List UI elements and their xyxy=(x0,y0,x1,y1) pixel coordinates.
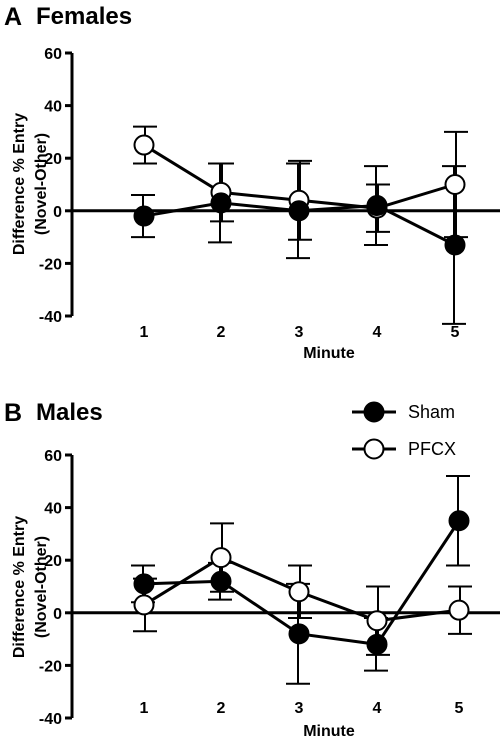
x-tick-label: 4 xyxy=(373,700,382,717)
data-point-pfcx xyxy=(444,174,466,195)
data-point-sham xyxy=(210,192,232,214)
data-point-pfcx xyxy=(448,599,470,621)
x-tick-label: 3 xyxy=(295,700,304,717)
data-point-pfcx xyxy=(133,594,155,616)
legend: Sham PFCX xyxy=(352,401,456,460)
data-point-sham xyxy=(448,510,470,532)
panel-letter: A xyxy=(4,3,22,31)
data-point-sham xyxy=(288,200,310,222)
y-axis-title-line1: Difference % Entry xyxy=(11,516,28,658)
y-axis-title-line2: (Novel-Other) xyxy=(33,133,50,235)
data-point-sham xyxy=(133,205,155,227)
y-axis-title-line2: (Novel-Other) xyxy=(33,536,50,638)
data-point-sham xyxy=(366,195,388,217)
data-point-pfcx xyxy=(366,610,388,632)
legend-label-pfcx: PFCX xyxy=(408,439,456,459)
y-axis-title-line1: Difference % Entry xyxy=(11,113,28,255)
data-point-sham xyxy=(133,573,155,595)
data-point-sham xyxy=(444,234,466,256)
legend-marker-sham xyxy=(363,401,385,423)
x-axis-title: Minute xyxy=(303,723,355,739)
data-point-pfcx xyxy=(210,547,232,569)
x-tick-label: 1 xyxy=(140,700,149,717)
panel-letter: B xyxy=(4,399,22,427)
data-point-sham xyxy=(366,633,388,655)
data-point-pfcx xyxy=(288,581,310,603)
data-point-sham xyxy=(210,570,232,592)
panel-title: Females xyxy=(36,3,132,30)
y-tick-label: 40 xyxy=(44,501,62,518)
x-tick-label: 4 xyxy=(373,324,382,341)
y-tick-label: 60 xyxy=(44,448,62,465)
y-tick-label: 40 xyxy=(44,99,62,116)
y-tick-label: 20 xyxy=(44,553,62,570)
data-point-sham xyxy=(288,623,310,645)
panel-a: A Females Minute Difference % Entry (Nov… xyxy=(4,3,500,362)
legend-label-sham: Sham xyxy=(408,402,455,422)
y-tick-label: 60 xyxy=(44,46,62,63)
y-tick-label: -40 xyxy=(39,711,62,728)
x-tick-label: 2 xyxy=(217,700,226,717)
x-tick-label: 5 xyxy=(451,324,460,341)
panel-b: B Males Minute Difference % Entry (Novel… xyxy=(4,399,500,739)
y-tick-label: -40 xyxy=(39,309,62,326)
data-point-pfcx xyxy=(133,134,155,156)
panel-title: Males xyxy=(36,399,103,426)
y-tick-label: 0 xyxy=(53,204,62,221)
x-tick-label: 2 xyxy=(217,324,226,341)
x-tick-label: 5 xyxy=(455,700,464,717)
x-tick-label: 1 xyxy=(140,324,149,341)
y-tick-label: 0 xyxy=(53,606,62,623)
y-tick-label: -20 xyxy=(39,256,62,273)
y-tick-label: 20 xyxy=(44,151,62,168)
x-axis-title: Minute xyxy=(303,345,355,362)
y-tick-label: -20 xyxy=(39,658,62,675)
x-tick-label: 3 xyxy=(295,324,304,341)
legend-marker-pfcx xyxy=(363,438,385,460)
